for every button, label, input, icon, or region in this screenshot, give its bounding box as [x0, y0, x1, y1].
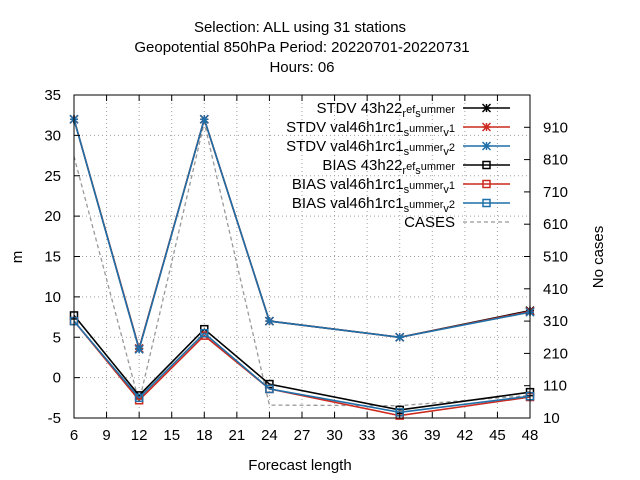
y-axis-label: m [9, 251, 26, 264]
x-tick-label: 27 [294, 427, 311, 444]
chart-title-line-1: Selection: ALL using 31 stations [194, 19, 406, 36]
y-tick-label: 0 [53, 370, 61, 387]
y2-tick-label: 410 [543, 281, 568, 298]
legend-entry: CASES [404, 214, 510, 231]
legend-label: STDV val46h1rc1summerv1 [286, 119, 455, 139]
x-tick-label: 45 [489, 427, 506, 444]
grid-lines [74, 95, 530, 418]
x-tick-label: 18 [196, 427, 213, 444]
x-tick-label: 30 [326, 427, 343, 444]
y-tick-label: 10 [44, 289, 61, 306]
series-line-4 [73, 320, 531, 417]
legend-sample-marker [482, 160, 491, 170]
series-3-point [265, 379, 274, 389]
legend-entry: BIAS 43h22refsummer [322, 157, 510, 177]
x-tick-label: 15 [163, 427, 180, 444]
legend-label: STDV 43h22refsummer [317, 100, 456, 120]
series-2-point [395, 332, 405, 342]
axis-ticks: 6 9 12 15 18 21 24 27 30 33 36 39 42 45 48-50510152025… [44, 87, 568, 444]
legend-sample-marker [481, 103, 492, 113]
y-tick-label: 35 [44, 87, 61, 104]
x-tick-label: 36 [391, 427, 408, 444]
series-2-point [134, 344, 144, 354]
y2-tick-label: 610 [543, 216, 568, 233]
legend-label: STDV val46h1rc1summerv2 [286, 138, 455, 158]
y-tick-label: -5 [48, 410, 61, 427]
y2-tick-label: 210 [543, 345, 568, 362]
x-tick-label: 33 [359, 427, 376, 444]
x-tick-label: 42 [457, 427, 474, 444]
y2-tick-label: 110 [543, 378, 567, 395]
series-line-5 [73, 320, 531, 414]
y-tick-label: 15 [44, 249, 61, 266]
y2-tick-label: 510 [543, 249, 568, 266]
legend-entry: STDV val46h1rc1summerv1 [286, 119, 510, 139]
x-tick-label: 24 [261, 427, 278, 444]
legend-entry: STDV 43h22refsummer [317, 100, 510, 120]
chart-title-line-3: Hours: 06 [269, 59, 334, 76]
legend-label: BIAS 43h22refsummer [322, 157, 455, 177]
y-tick-label: 20 [44, 208, 61, 225]
legend-label: CASES [404, 214, 455, 231]
chart-title-line-2: Geopotential 850hPa Period: 20220701-202… [134, 39, 469, 56]
x-tick-label: 39 [424, 427, 441, 444]
y2-tick-label: 710 [543, 184, 568, 201]
y2-tick-label: 910 [543, 119, 568, 136]
legend-sample-marker [482, 198, 491, 208]
x-tick-label: 21 [229, 427, 246, 444]
legend-entry: STDV val46h1rc1summerv2 [286, 138, 510, 158]
x-tick-label: 6 [70, 427, 78, 444]
legend-label: BIAS val46h1rc1summerv2 [292, 195, 455, 215]
y2-tick-label: 810 [543, 152, 568, 169]
y2-tick-label: 310 [543, 313, 568, 330]
series-line-3 [73, 314, 531, 411]
x-tick-label: 48 [522, 427, 539, 444]
y-tick-label: 5 [53, 329, 61, 346]
series-layer [69, 114, 535, 420]
series-line-2 [73, 116, 531, 353]
series-2-point [264, 316, 274, 326]
y2-axis-label: No cases [590, 226, 607, 289]
y-tick-label: 30 [44, 127, 61, 144]
x-axis-label: Forecast length [248, 457, 351, 474]
series-5-point [265, 384, 274, 394]
y-tick-label: 25 [44, 168, 61, 185]
series-2-point [199, 114, 209, 124]
legend-sample-marker [481, 122, 492, 132]
series-5-point [200, 328, 209, 338]
legend-sample-marker [481, 141, 492, 151]
legend-sample-marker [482, 179, 491, 189]
x-tick-label: 9 [102, 427, 110, 444]
legend-entry: BIAS val46h1rc1summerv1 [292, 176, 510, 196]
legend-label: BIAS val46h1rc1summerv1 [292, 176, 455, 196]
series-5-point [134, 393, 144, 403]
y2-tick-label: 10 [543, 410, 560, 427]
series-line-6 [73, 122, 531, 407]
legend-entry: BIAS val46h1rc1summerv2 [292, 195, 510, 215]
x-tick-label: 12 [131, 427, 148, 444]
